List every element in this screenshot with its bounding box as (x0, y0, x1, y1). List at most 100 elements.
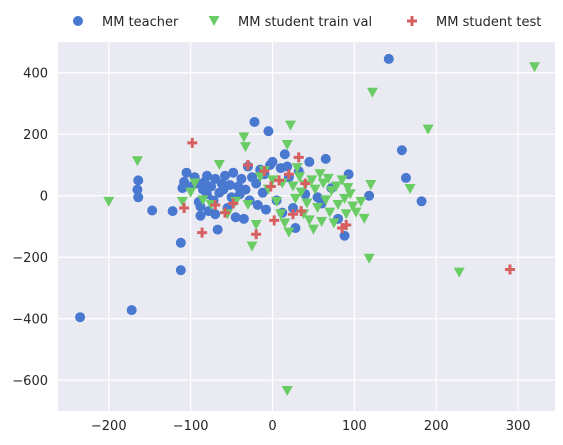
y-tick-label: 200 (23, 128, 48, 143)
data-point (342, 183, 354, 194)
data-point (197, 227, 208, 238)
legend-item-teacher: MM teacher (73, 15, 179, 30)
data-point (400, 172, 411, 183)
data-point (267, 175, 279, 186)
data-point (220, 207, 231, 218)
data-point (265, 181, 276, 192)
data-point (383, 53, 394, 64)
y-tick-label: −200 (12, 251, 48, 266)
data-point (287, 209, 298, 220)
data-point (267, 156, 278, 167)
data-point (103, 196, 115, 207)
data-point (307, 224, 319, 235)
data-point (279, 218, 291, 229)
data-point (312, 203, 324, 214)
data-point (404, 183, 416, 194)
data-point (181, 167, 192, 178)
x-tick-label: −200 (91, 419, 127, 434)
data-point (251, 229, 262, 240)
data-point (224, 179, 235, 190)
data-point (301, 198, 313, 209)
data-point (344, 189, 356, 200)
legend-label-test: MM student test (436, 15, 541, 30)
x-tick-label: 0 (268, 419, 276, 434)
data-point (293, 152, 304, 163)
data-point (416, 196, 427, 207)
data-point (291, 163, 303, 174)
data-point (275, 209, 287, 220)
series-1 (103, 62, 541, 397)
data-point (220, 170, 231, 181)
data-point (242, 160, 253, 170)
data-point (350, 207, 362, 218)
y-tick-label: 400 (23, 66, 48, 81)
data-point (281, 140, 293, 151)
data-point (212, 224, 223, 235)
x-tick-label: −100 (173, 419, 209, 434)
x-tick-label: 200 (424, 419, 449, 434)
data-point (363, 253, 375, 264)
data-point (287, 203, 298, 214)
data-point (317, 178, 329, 189)
data-point (230, 212, 241, 223)
data-point (132, 184, 143, 195)
data-point (328, 218, 340, 229)
y-tick-label: −400 (12, 312, 48, 327)
data-point (322, 173, 334, 184)
data-point (304, 156, 315, 167)
data-point (131, 156, 143, 167)
data-point (303, 215, 315, 226)
data-point (289, 193, 301, 204)
grid (58, 42, 555, 411)
data-point (251, 178, 262, 189)
data-point (422, 124, 434, 135)
data-point (306, 175, 318, 186)
data-point (249, 116, 260, 127)
data-point (238, 132, 250, 143)
legend-label-teacher: MM teacher (102, 15, 179, 30)
data-point (295, 187, 307, 198)
x-tick-label: 300 (506, 419, 531, 434)
data-point (197, 195, 209, 206)
data-point (396, 145, 407, 156)
data-point (529, 62, 541, 73)
y-tick-label: −600 (12, 374, 48, 389)
data-point (246, 241, 258, 252)
data-point (274, 175, 285, 186)
legend-marker-train-val (208, 16, 220, 26)
data-point (287, 181, 299, 192)
legend-label-train-val: MM student train val (238, 15, 372, 30)
data-point (252, 199, 263, 210)
data-point (210, 209, 221, 220)
data-point (290, 223, 301, 234)
data-point (240, 184, 251, 195)
data-point (296, 206, 307, 217)
data-point (339, 193, 351, 204)
data-point (133, 192, 144, 203)
data-point (228, 167, 239, 178)
data-point (75, 312, 86, 323)
data-points (75, 53, 541, 397)
data-point (133, 175, 144, 186)
data-point (240, 142, 252, 153)
legend: MM teacher MM student train val MM stude… (73, 15, 541, 30)
data-point (340, 209, 352, 220)
data-point (167, 206, 178, 217)
data-point (236, 173, 247, 184)
legend-marker-test (407, 16, 417, 26)
data-point (259, 166, 270, 177)
data-point (355, 196, 367, 207)
data-point (187, 137, 198, 148)
data-point (300, 178, 311, 189)
data-point (324, 207, 336, 218)
data-point (238, 213, 249, 224)
data-point (263, 126, 274, 137)
data-point (210, 199, 221, 210)
legend-item-test: MM student test (407, 15, 541, 30)
x-axis: −200 −100 0 100 200 300 (91, 419, 531, 434)
data-point (269, 215, 280, 226)
data-point (213, 160, 225, 170)
data-point (325, 186, 337, 197)
data-point (320, 153, 331, 164)
